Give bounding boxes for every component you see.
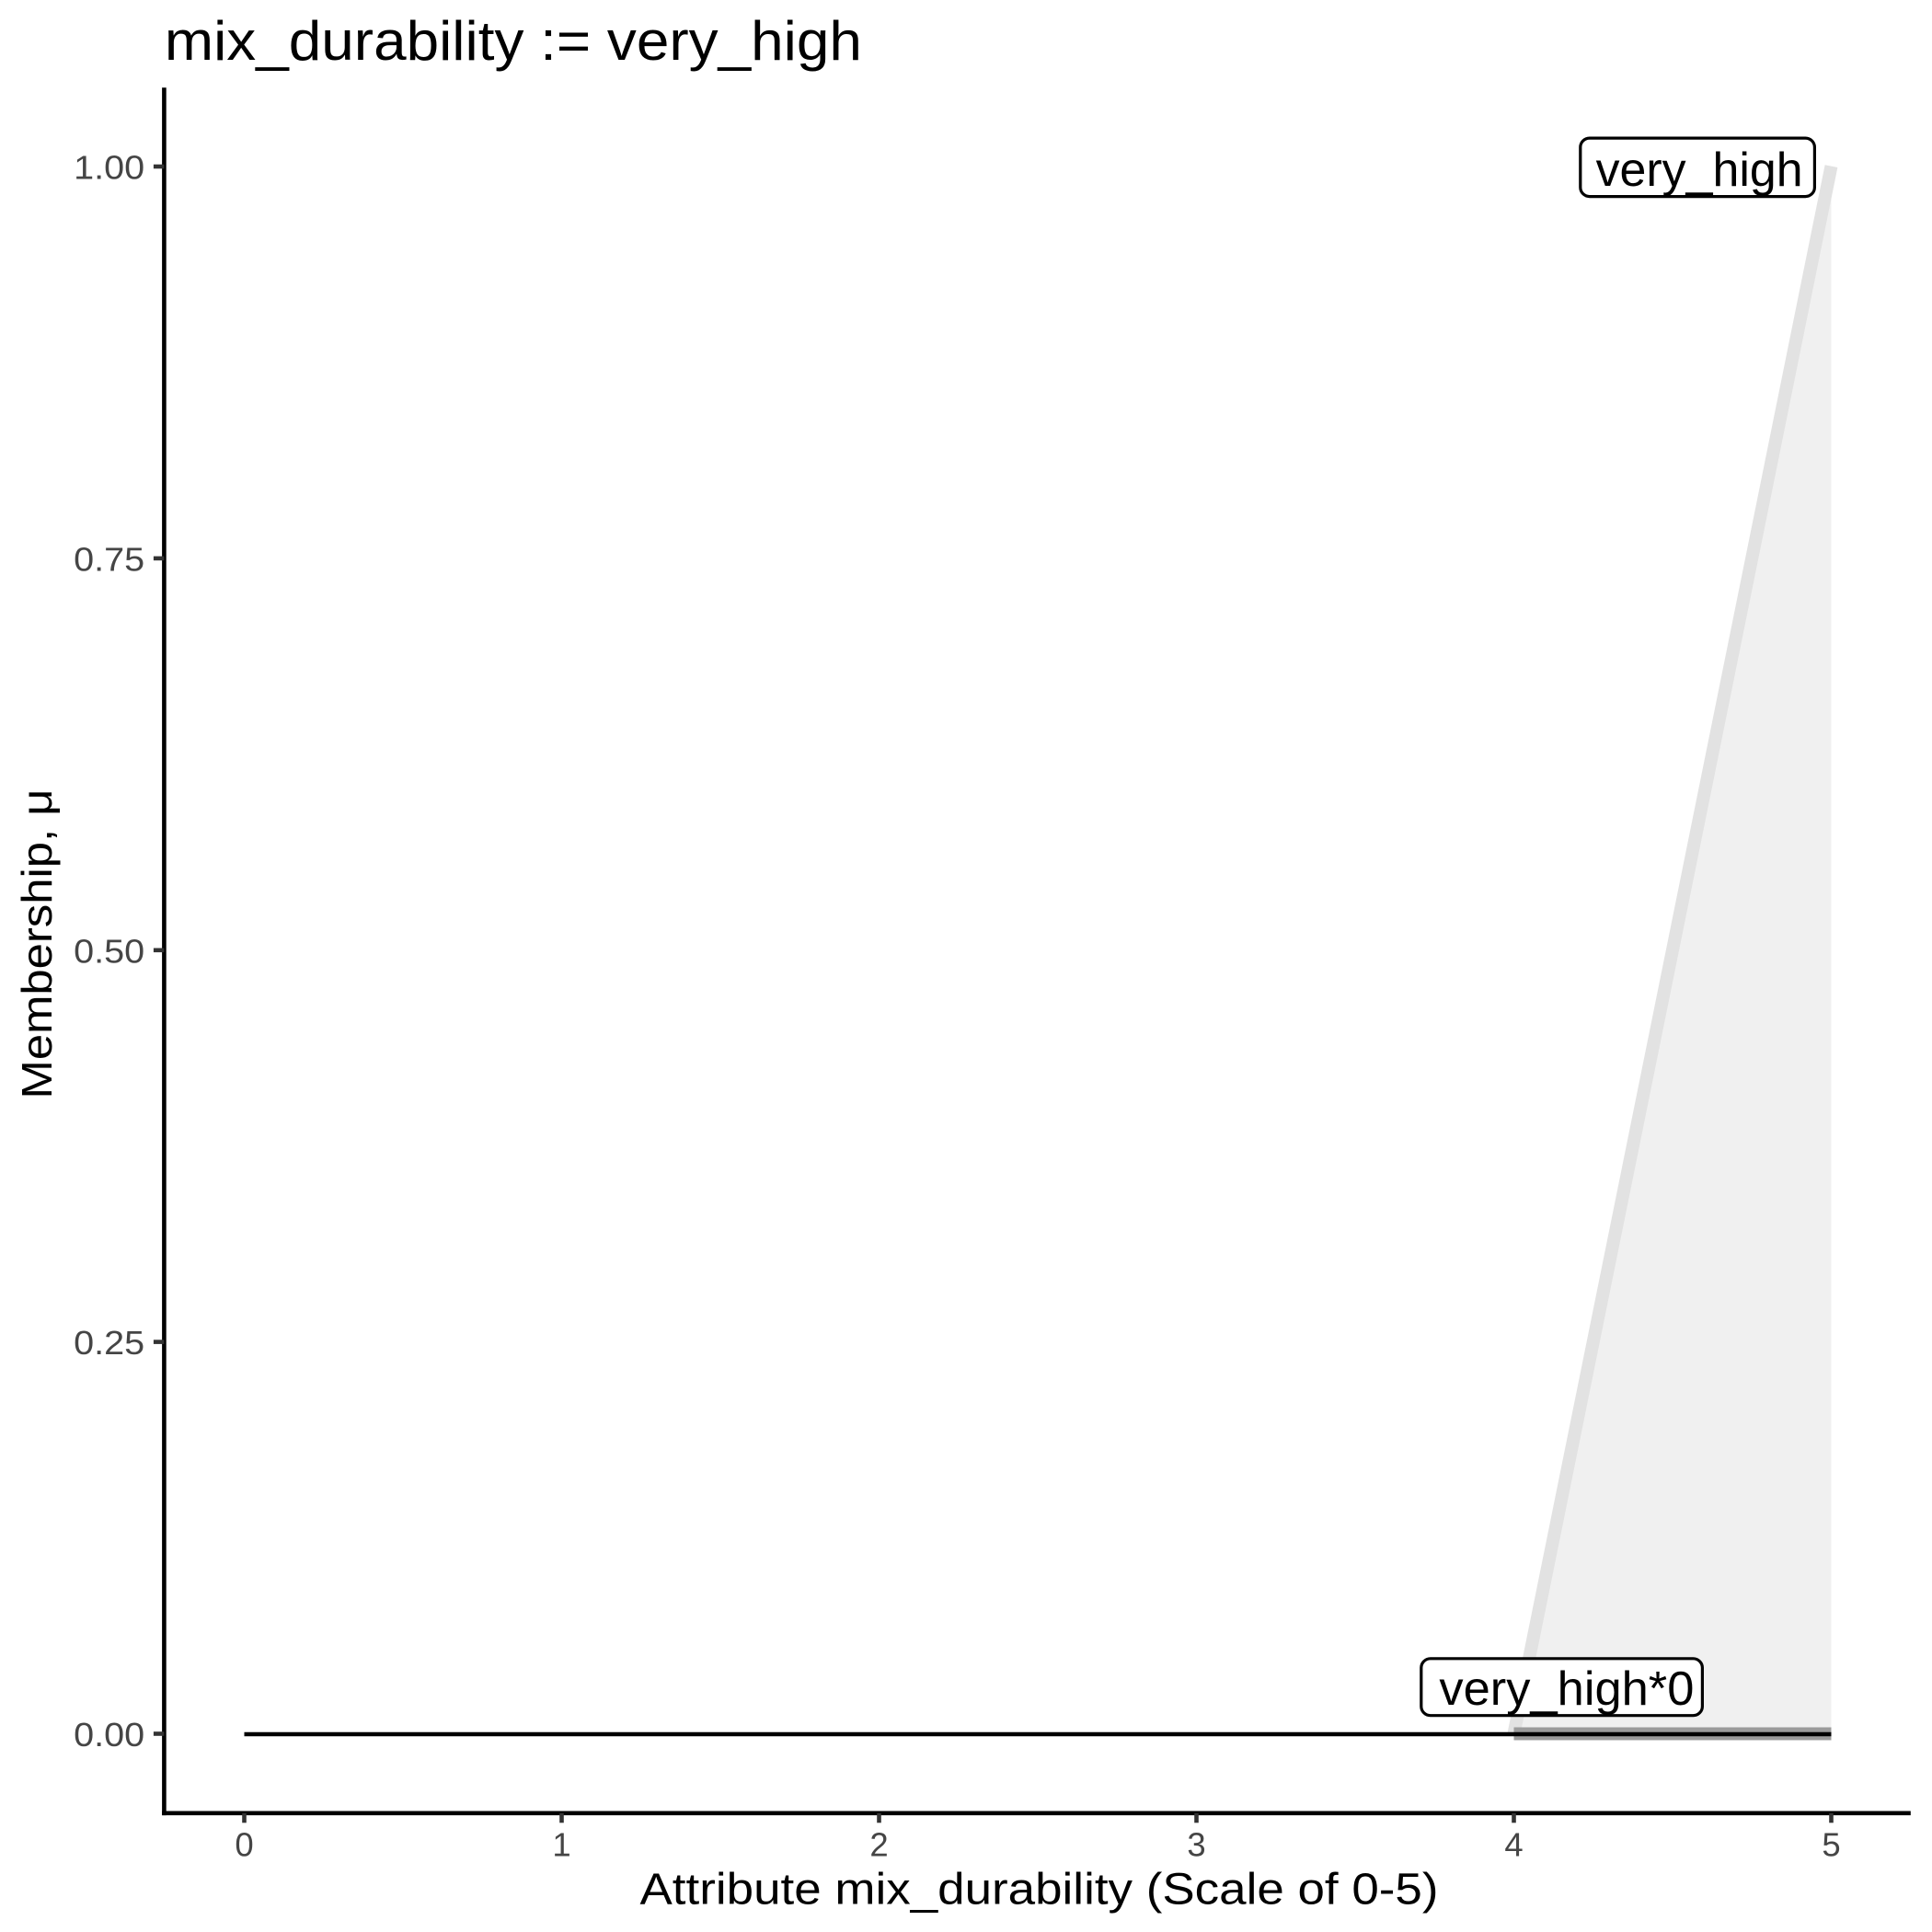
svg-text:Attribute mix_durability (Scal: Attribute mix_durability (Scale of 0-5) (640, 1866, 1439, 1915)
svg-text:very_high*0: very_high*0 (1439, 1662, 1694, 1716)
svg-text:0.00: 0.00 (74, 1716, 144, 1754)
svg-text:1: 1 (552, 1826, 570, 1864)
svg-text:0.50: 0.50 (74, 932, 144, 970)
svg-text:0.25: 0.25 (74, 1324, 144, 1362)
svg-text:1.00: 1.00 (74, 149, 144, 187)
svg-text:mix_durability := very_high: mix_durability := very_high (165, 10, 862, 72)
svg-text:0: 0 (235, 1826, 253, 1864)
svg-text:2: 2 (869, 1826, 888, 1864)
svg-text:Membership, μ: Membership, μ (13, 789, 61, 1099)
svg-text:0.75: 0.75 (74, 540, 144, 578)
svg-text:5: 5 (1822, 1826, 1840, 1864)
svg-text:4: 4 (1504, 1826, 1523, 1864)
svg-text:very_high: very_high (1596, 144, 1803, 197)
svg-text:3: 3 (1187, 1826, 1205, 1864)
